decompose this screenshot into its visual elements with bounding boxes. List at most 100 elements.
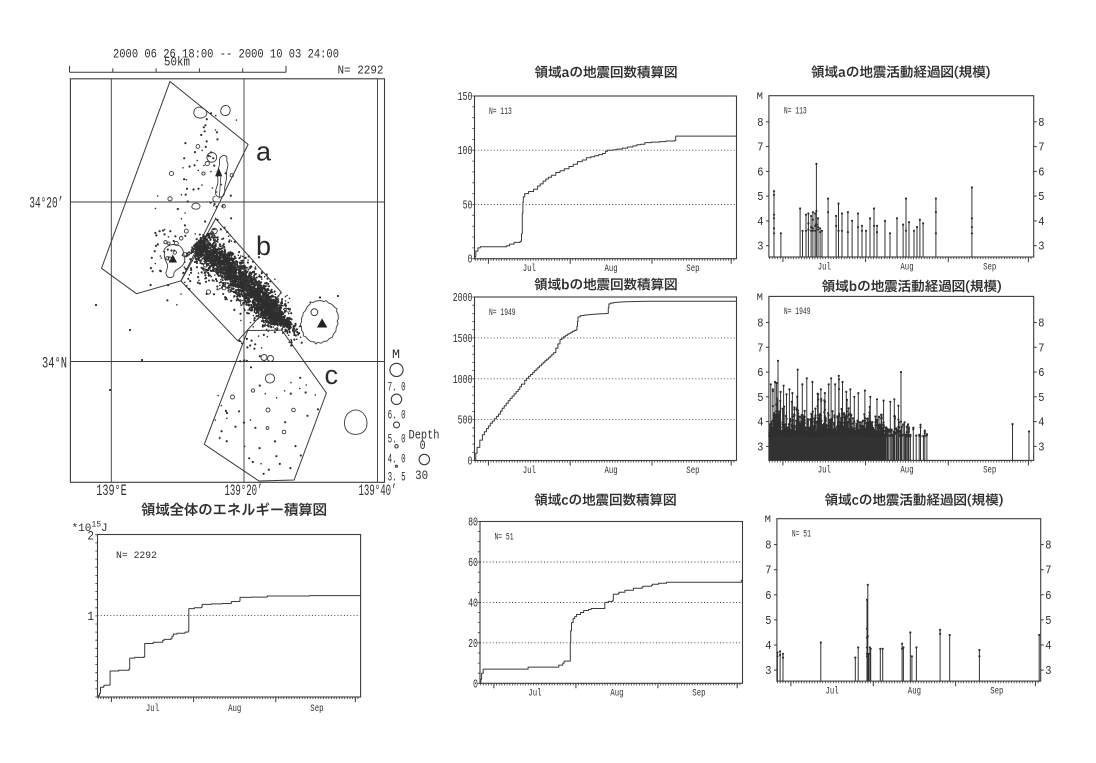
svg-text:c: c [324, 360, 338, 390]
svg-text:5. 0: 5. 0 [388, 433, 406, 447]
svg-text:0: 0 [420, 439, 426, 453]
svg-text:500: 500 [458, 415, 473, 428]
svg-text:*10: *10 [72, 523, 92, 535]
svg-text:N= 51: N= 51 [792, 529, 811, 541]
svg-text:Aug: Aug [228, 703, 241, 715]
svg-text:5: 5 [765, 614, 771, 628]
svg-text:8: 8 [1045, 539, 1051, 553]
svg-text:7. 0: 7. 0 [388, 380, 406, 394]
svg-text:M: M [757, 91, 763, 103]
svg-text:1500: 1500 [453, 333, 473, 346]
svg-text:8: 8 [765, 539, 771, 553]
svg-text:Jul: Jul [818, 465, 831, 477]
svg-text:7: 7 [1045, 564, 1051, 578]
svg-text:4: 4 [1038, 416, 1044, 430]
svg-text:Sep: Sep [983, 261, 996, 273]
svg-text:N= 2292: N= 2292 [116, 550, 157, 562]
svg-text:Jul: Jul [818, 261, 831, 273]
svg-text:0: 0 [468, 254, 473, 267]
svg-text:5: 5 [1038, 391, 1044, 405]
svg-text:Jul: Jul [523, 263, 536, 275]
svg-text:J: J [101, 523, 108, 535]
svg-text:8: 8 [1038, 116, 1044, 130]
svg-text:Sep: Sep [310, 703, 323, 715]
svg-text:3: 3 [1045, 664, 1051, 678]
svg-text:Aug: Aug [610, 688, 623, 700]
svg-text:N= 1949: N= 1949 [784, 306, 811, 318]
svg-text:34°20’: 34°20’ [29, 194, 63, 212]
svg-text:N= 1949: N= 1949 [489, 307, 516, 319]
svg-text:139°20’: 139°20’ [225, 482, 263, 500]
svg-text:Aug: Aug [900, 261, 913, 273]
svg-text:8: 8 [757, 317, 763, 331]
svg-text:Aug: Aug [605, 263, 618, 275]
svg-text:6: 6 [765, 589, 771, 603]
svg-text:a: a [256, 137, 272, 167]
svg-text:Sep: Sep [692, 688, 705, 700]
svg-text:Jul: Jul [523, 465, 536, 477]
svg-text:Jul: Jul [146, 703, 159, 715]
svg-text:N= 2292: N= 2292 [338, 64, 384, 78]
svg-text:34°N: 34°N [42, 354, 67, 372]
svg-text:7: 7 [757, 341, 763, 355]
svg-text:3: 3 [757, 440, 763, 454]
svg-text:4: 4 [1045, 639, 1051, 653]
svg-text:3: 3 [765, 664, 771, 678]
svg-text:4: 4 [765, 639, 771, 653]
svg-text:Jul: Jul [528, 688, 541, 700]
svg-text:4. 0: 4. 0 [388, 453, 406, 467]
svg-text:139°E: 139°E [96, 482, 127, 500]
svg-text:1: 1 [87, 609, 94, 624]
svg-text:Sep: Sep [990, 685, 1003, 697]
svg-text:2: 2 [87, 529, 94, 544]
svg-text:2000: 2000 [453, 292, 473, 305]
svg-text:7: 7 [765, 564, 771, 578]
svg-text:6. 0: 6. 0 [388, 409, 406, 423]
svg-text:1000: 1000 [453, 374, 473, 387]
svg-text:M: M [757, 292, 763, 304]
svg-text:3. 5: 3. 5 [388, 470, 406, 484]
svg-text:4: 4 [757, 416, 763, 430]
svg-text:Jul: Jul [826, 685, 839, 697]
svg-text:6: 6 [1038, 165, 1044, 179]
svg-text:6: 6 [1038, 366, 1044, 380]
svg-text:30: 30 [415, 469, 428, 483]
svg-text:6: 6 [757, 165, 763, 179]
svg-text:Sep: Sep [983, 465, 996, 477]
svg-text:N= 113: N= 113 [489, 106, 512, 118]
svg-text:6: 6 [1045, 589, 1051, 603]
svg-text:Sep: Sep [686, 465, 699, 477]
svg-text:4: 4 [1038, 215, 1044, 229]
svg-text:6: 6 [757, 366, 763, 380]
svg-text:Sep: Sep [686, 263, 699, 275]
svg-text:8: 8 [1038, 317, 1044, 331]
svg-text:N= 113: N= 113 [784, 106, 807, 118]
svg-text:7: 7 [1038, 341, 1044, 355]
svg-text:Aug: Aug [900, 465, 913, 477]
svg-text:5: 5 [1045, 614, 1051, 628]
svg-text:Aug: Aug [908, 685, 921, 697]
svg-text:0: 0 [468, 456, 473, 469]
svg-text:Aug: Aug [605, 465, 618, 477]
svg-text:150: 150 [458, 91, 473, 104]
svg-text:20: 20 [468, 638, 478, 651]
svg-text:M: M [765, 514, 771, 526]
svg-text:Depth: Depth [409, 429, 440, 443]
svg-text:40: 40 [468, 597, 478, 610]
svg-text:4: 4 [757, 215, 763, 229]
svg-text:8: 8 [757, 116, 763, 130]
svg-text:139°40’: 139°40’ [359, 482, 397, 500]
svg-text:3: 3 [1038, 440, 1044, 454]
svg-text:0: 0 [473, 678, 478, 691]
svg-text:60: 60 [468, 557, 478, 570]
svg-text:15: 15 [92, 521, 102, 530]
svg-text:N= 51: N= 51 [495, 532, 514, 544]
svg-text:5: 5 [1038, 190, 1044, 204]
svg-text:50: 50 [463, 200, 473, 213]
svg-text:5: 5 [757, 190, 763, 204]
svg-text:80: 80 [468, 517, 478, 530]
svg-text:7: 7 [757, 141, 763, 155]
svg-text:3: 3 [757, 240, 763, 254]
svg-text:3: 3 [1038, 240, 1044, 254]
svg-text:2000 06 26 18:00 -- 2000 10 03: 2000 06 26 18:00 -- 2000 10 03 24:00 [113, 47, 339, 62]
